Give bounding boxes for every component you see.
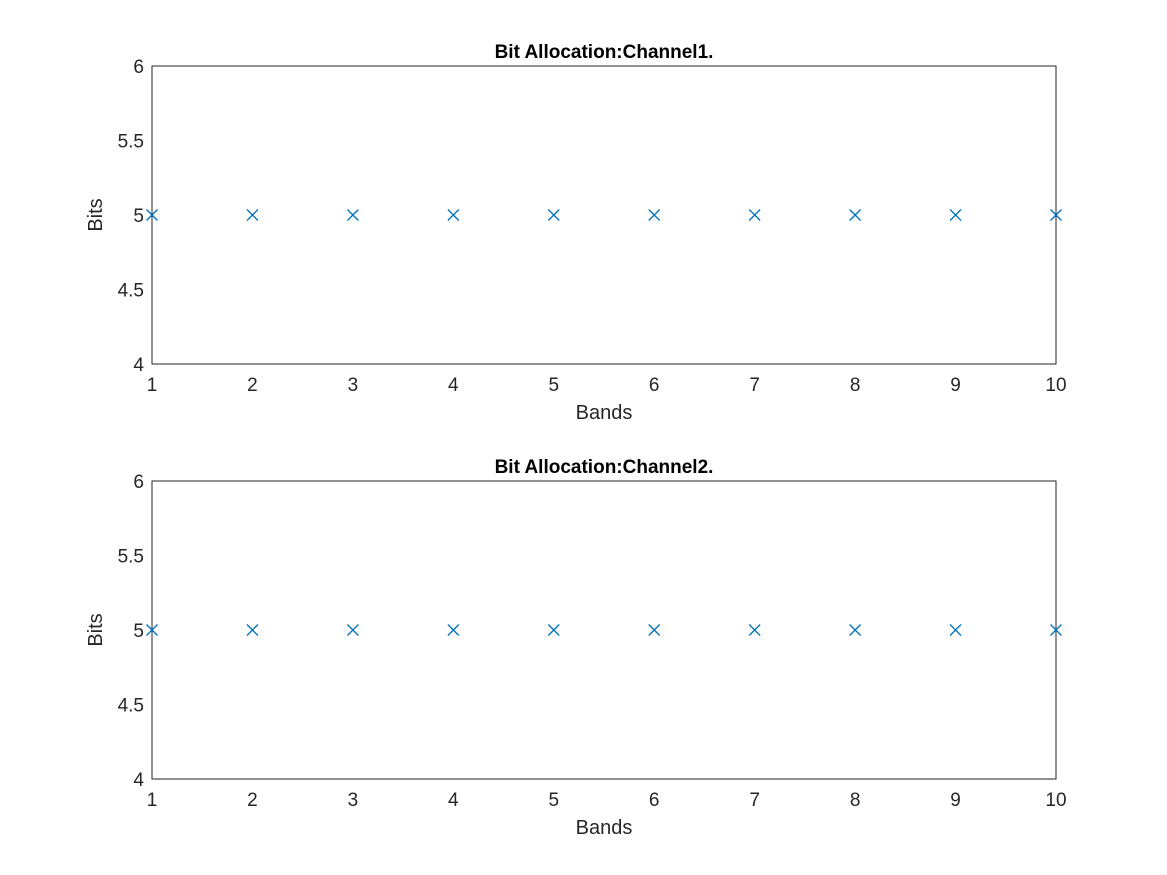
x-tick-label: 7	[749, 790, 760, 811]
y-tick-label: 5	[133, 206, 144, 227]
x-tick-label: 1	[147, 375, 158, 396]
y-tick-label: 5.5	[118, 132, 144, 153]
data-point-marker	[447, 624, 460, 636]
x-tick-label: 10	[1045, 375, 1066, 396]
y-tick-label: 6	[133, 57, 144, 78]
y-tick-label: 4	[133, 770, 144, 791]
x-axis-label: Bands	[576, 402, 633, 424]
x-tick-label: 3	[348, 375, 359, 396]
data-point-marker	[246, 624, 259, 636]
data-point-marker	[1050, 209, 1062, 221]
data-point-marker	[949, 624, 962, 636]
data-point-marker	[748, 209, 761, 221]
data-point-marker	[547, 209, 560, 221]
data-point-marker	[1050, 624, 1062, 636]
y-tick-label: 4.5	[118, 696, 144, 717]
data-point-marker	[849, 624, 862, 636]
data-point-marker	[648, 209, 661, 221]
x-tick-label: 10	[1045, 790, 1066, 811]
data-point-marker	[748, 624, 761, 636]
axes-panel-1: 1 2 3 4 5 6 7 8 9 10 4 4.5 5 5.5 6 Bit Allocation:Chann…	[85, 42, 1067, 424]
chart-title: Bit Allocation:Channel1.	[495, 42, 714, 63]
x-tick-label: 5	[548, 790, 559, 811]
data-point-marker	[146, 209, 158, 221]
x-tick-label: 9	[950, 790, 961, 811]
y-tick-label: 5.5	[118, 547, 144, 568]
y-tick-label: 6	[133, 472, 144, 493]
axes-panel-2: 1 2 3 4 5 6 7 8 9 10 4 4.5 5 5.5 6 Bit Allocation:Chann…	[85, 457, 1067, 839]
x-tick-label: 5	[548, 375, 559, 396]
axes-box	[151, 65, 1057, 365]
x-tick-label: 4	[448, 790, 459, 811]
x-tick-label: 7	[749, 375, 760, 396]
data-point-marker	[346, 624, 359, 636]
y-tick-label: 5	[133, 621, 144, 642]
x-tick-label: 8	[850, 790, 861, 811]
data-point-marker	[146, 624, 158, 636]
x-axis-label: Bands	[576, 817, 633, 839]
chart-title: Bit Allocation:Channel2.	[495, 457, 714, 478]
data-point-marker	[648, 624, 661, 636]
series-markers	[146, 624, 1062, 636]
y-tick-label: 4	[133, 355, 144, 376]
x-tick-label: 9	[950, 375, 961, 396]
data-point-marker	[447, 209, 460, 221]
x-tick-label: 3	[348, 790, 359, 811]
axes-box	[151, 480, 1057, 780]
x-tick-label: 1	[147, 790, 158, 811]
x-tick-label: 8	[850, 375, 861, 396]
x-tick-label: 2	[247, 790, 258, 811]
x-tick-label: 6	[649, 375, 660, 396]
x-tick-label: 2	[247, 375, 258, 396]
x-tick-label: 6	[649, 790, 660, 811]
data-point-marker	[547, 624, 560, 636]
series-markers	[146, 209, 1062, 221]
y-tick-label: 4.5	[118, 281, 144, 302]
data-point-marker	[849, 209, 862, 221]
x-tick-label: 4	[448, 375, 459, 396]
y-axis-label: Bits	[85, 613, 107, 646]
data-point-marker	[949, 209, 962, 221]
data-point-marker	[346, 209, 359, 221]
y-axis-label: Bits	[85, 198, 107, 231]
data-point-marker	[246, 209, 259, 221]
